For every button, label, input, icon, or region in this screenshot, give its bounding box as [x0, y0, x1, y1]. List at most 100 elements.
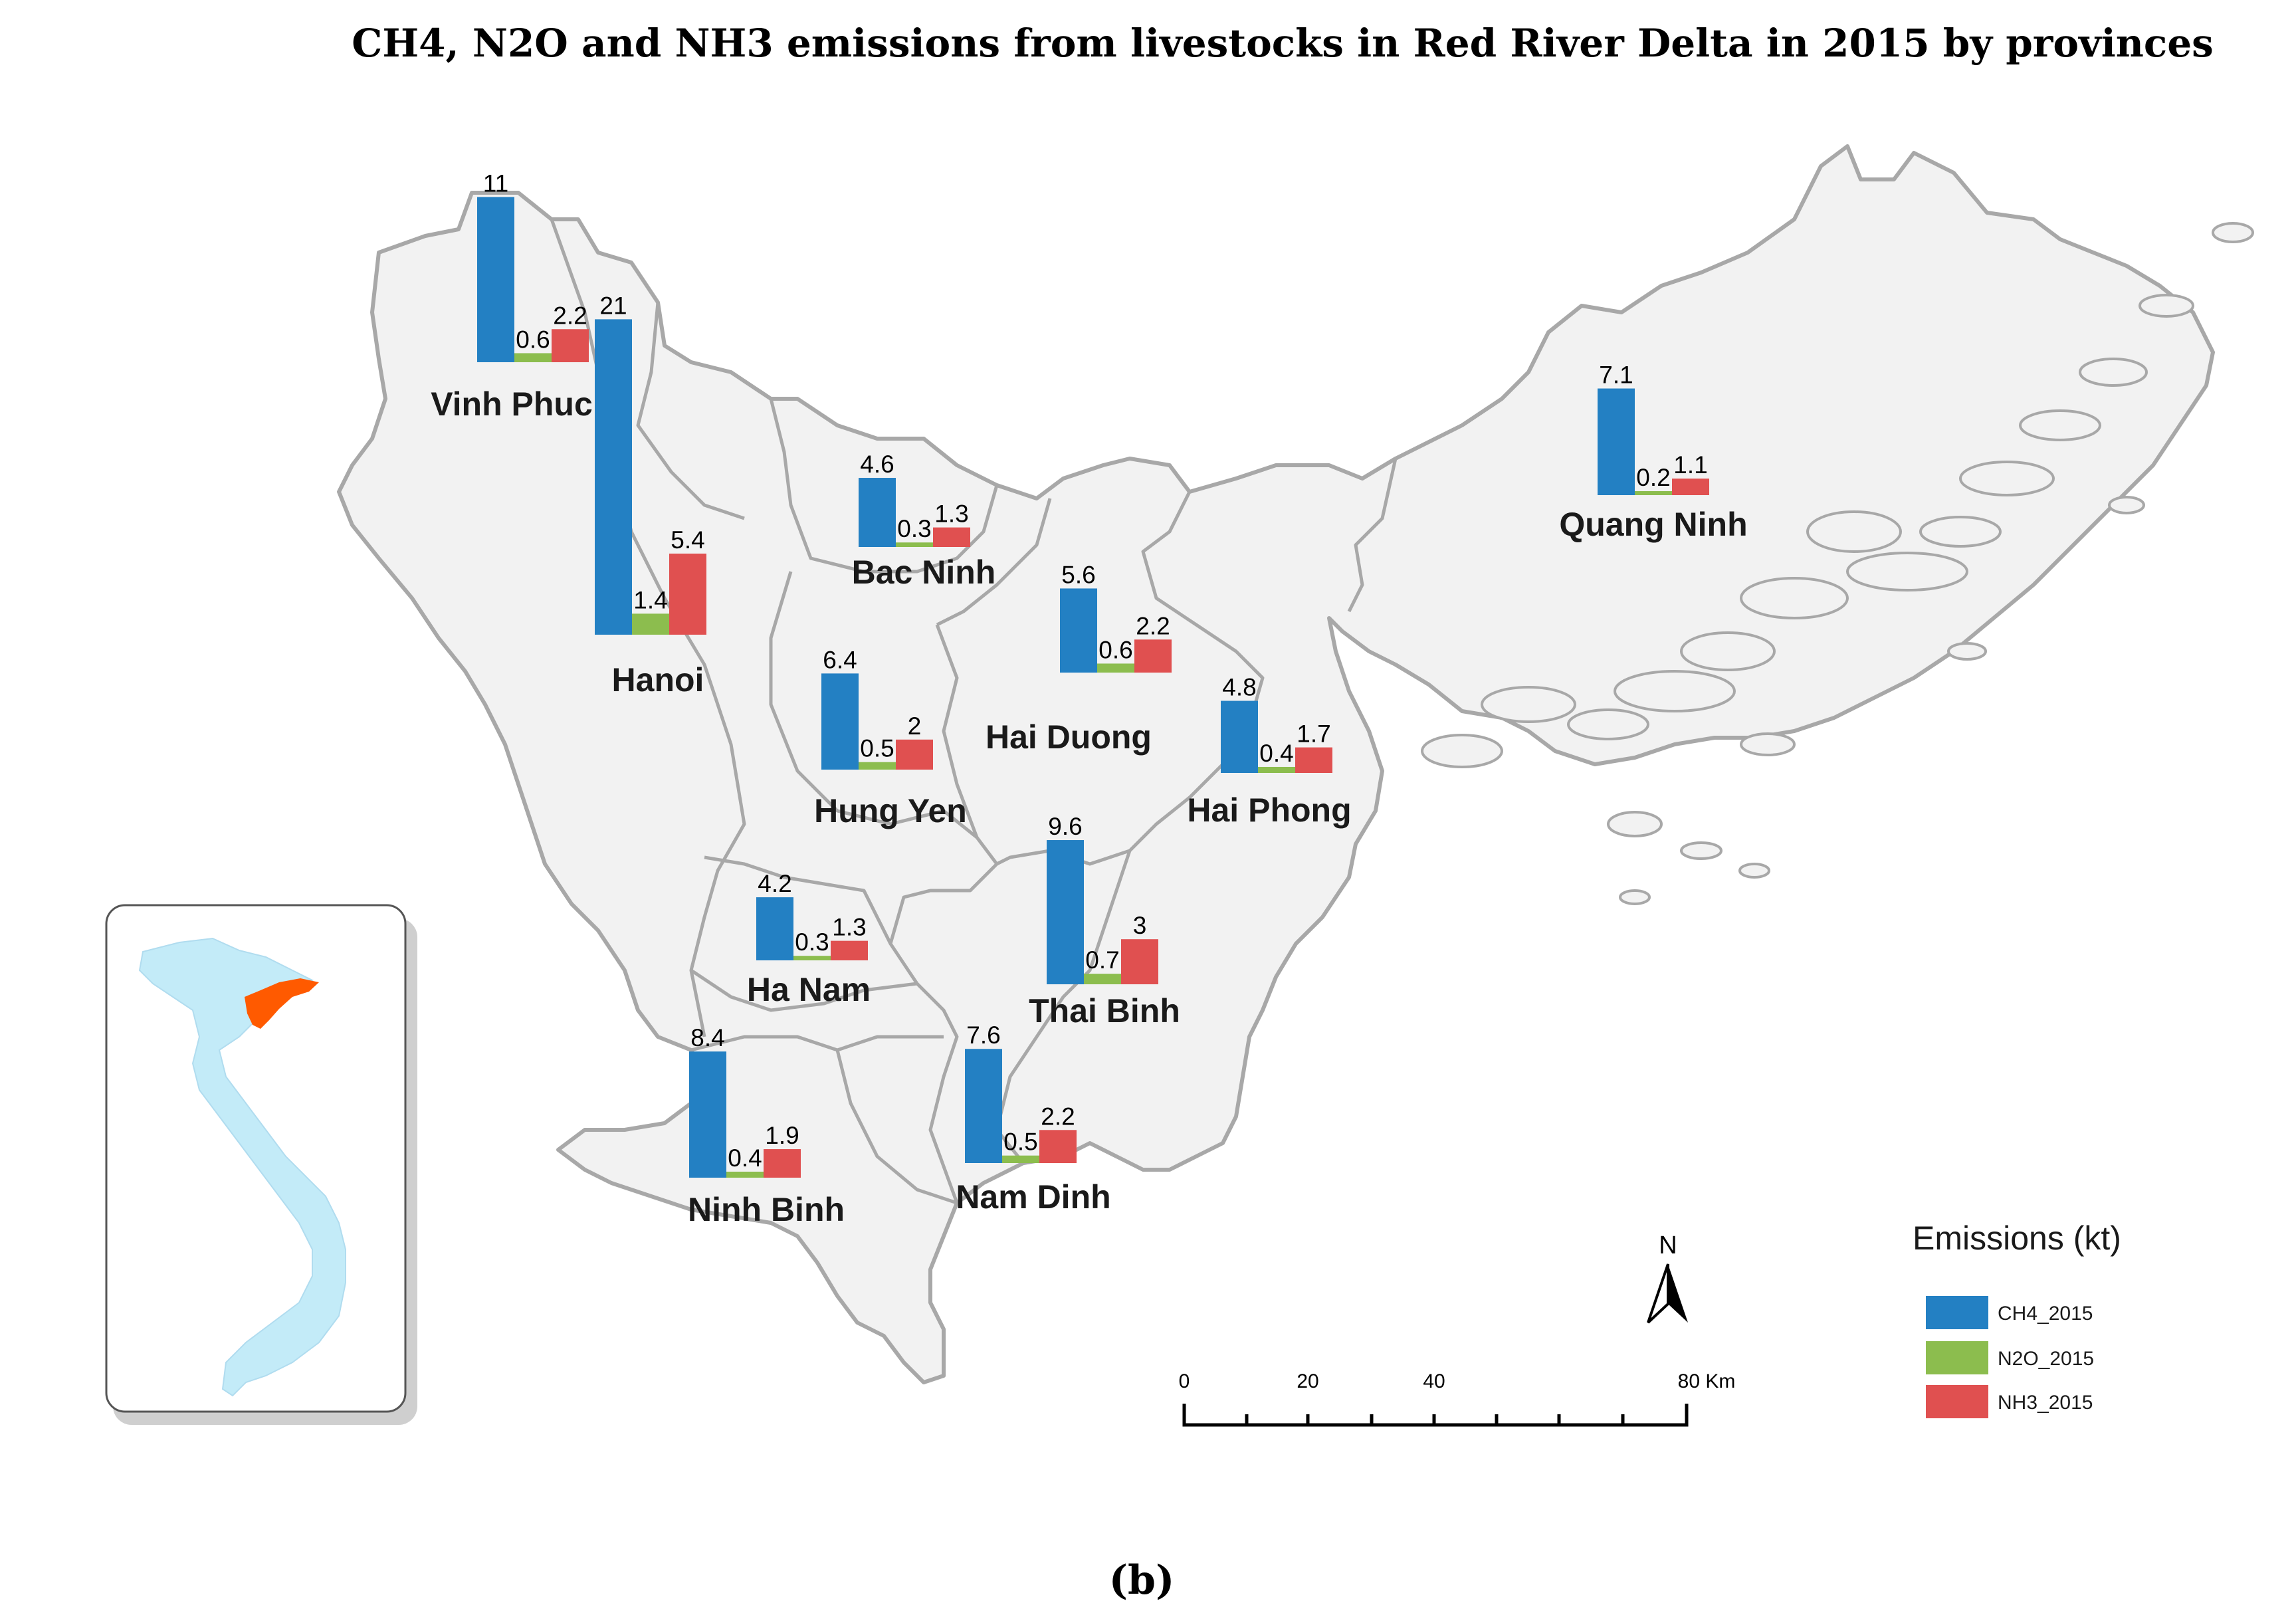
- legend-label-n2o: N2O_2015: [1998, 1348, 2094, 1370]
- province-label-hanoi: Hanoi: [612, 661, 704, 698]
- legend: Emissions (kt) CH4_2015 N2O_2015 NH3_201…: [1913, 1220, 2121, 1418]
- bar-quang-ninh-nh3_2015: [1672, 479, 1709, 495]
- bar-bac-ninh-ch4_2015: [859, 478, 896, 547]
- value-label-ha-nam-n2o_2015: 0.3: [795, 928, 829, 956]
- bar-hanoi-n2o_2015: [632, 613, 669, 635]
- island: [2108, 496, 2145, 514]
- bar-ha-nam-n2o_2015: [793, 956, 831, 960]
- legend-label-nh3: NH3_2015: [1998, 1392, 2093, 1414]
- value-label-ha-nam-ch4_2015: 4.2: [758, 870, 791, 897]
- value-label-hanoi-nh3_2015: 5.4: [671, 526, 704, 554]
- island: [1738, 863, 1770, 879]
- province-border: [690, 968, 918, 1012]
- island: [1481, 686, 1576, 723]
- island: [1607, 811, 1663, 837]
- scale-label-20: 20: [1297, 1370, 1318, 1392]
- island: [1740, 732, 1796, 756]
- value-label-hai-phong-nh3_2015: 1.7: [1297, 720, 1330, 748]
- value-label-hai-phong-n2o_2015: 0.4: [1259, 740, 1293, 767]
- province-label-hung-yen: Hung Yen: [814, 792, 967, 829]
- bar-bac-ninh-nh3_2015: [933, 527, 970, 547]
- province-border: [936, 498, 1052, 627]
- value-label-thai-binh-ch4_2015: 9.6: [1048, 813, 1082, 840]
- figure-title: CH4, N2O and NH3 emissions from livestoc…: [352, 21, 2214, 66]
- north-label: N: [1659, 1232, 1677, 1259]
- province-label-nam-dinh: Nam Dinh: [956, 1178, 1110, 1216]
- island: [1919, 516, 2002, 548]
- value-label-hung-yen-n2o_2015: 0.5: [860, 735, 894, 762]
- province-label-thai-binh: Thai Binh: [1029, 992, 1180, 1029]
- bar-vinh-phuc-n2o_2015: [514, 353, 552, 362]
- legend-swatch-ch4: [1926, 1296, 1988, 1329]
- value-label-ninh-binh-ch4_2015: 8.4: [690, 1024, 724, 1051]
- bar-ninh-binh-n2o_2015: [726, 1171, 764, 1178]
- value-label-vinh-phuc-n2o_2015: 0.6: [516, 326, 550, 353]
- province-label-hai-duong: Hai Duong: [986, 718, 1152, 756]
- north-arrow-right: [1668, 1264, 1688, 1323]
- scale-bar-line: [1182, 1404, 1689, 1427]
- value-label-hai-duong-nh3_2015: 2.2: [1136, 612, 1170, 639]
- bar-nam-dinh-n2o_2015: [1002, 1155, 1039, 1163]
- bar-hanoi-ch4_2015: [595, 319, 632, 635]
- value-label-hai-duong-n2o_2015: 0.6: [1098, 636, 1132, 663]
- scale-label-0: 0: [1179, 1370, 1190, 1392]
- island: [1680, 631, 1776, 671]
- bar-hai-duong-ch4_2015: [1060, 588, 1097, 673]
- island: [1947, 642, 1987, 661]
- legend-label-ch4: CH4_2015: [1998, 1303, 2093, 1325]
- bar-ninh-binh-nh3_2015: [764, 1149, 801, 1178]
- island: [1846, 552, 1968, 591]
- bar-hai-phong-nh3_2015: [1295, 747, 1332, 773]
- red-river-delta-basemap: [337, 144, 2254, 1384]
- bar-quang-ninh-n2o_2015: [1635, 491, 1672, 495]
- province-chart-quang-ninh: 7.1 0.2 1.1 Quang Ninh: [1559, 362, 1747, 543]
- north-arrow-left: [1647, 1263, 1669, 1324]
- province-chart-nam-dinh: 7.6 0.52.2 Nam Dinh: [956, 1021, 1110, 1216]
- value-label-quang-ninh-nh3_2015: 1.1: [1673, 451, 1707, 479]
- island: [2079, 358, 2148, 387]
- province-chart-bac-ninh: 4.6 0.31.3 Bac Ninh: [852, 451, 996, 591]
- province-border: [935, 624, 979, 838]
- scale-bar: 0 20 40 80 Km: [1179, 1370, 1735, 1427]
- value-label-thai-binh-nh3_2015: 3: [1133, 912, 1147, 939]
- value-label-vinh-phuc-nh3_2015: 2.2: [553, 302, 587, 329]
- province-chart-hanoi: 21 1.4 5.4 Hanoi: [595, 292, 706, 698]
- island: [1421, 734, 1503, 768]
- island: [1614, 670, 1736, 712]
- island: [1619, 889, 1651, 905]
- province-label-ninh-binh: Ninh Binh: [688, 1191, 845, 1228]
- value-label-hanoi-ch4_2015: 21: [599, 292, 627, 319]
- bar-nam-dinh-ch4_2015: [965, 1049, 1002, 1163]
- province-chart-hai-duong: 5.6 0.62.2 Hai Duong: [986, 561, 1172, 756]
- province-label-quang-ninh: Quang Ninh: [1559, 506, 1747, 543]
- value-label-thai-binh-n2o_2015: 0.7: [1085, 946, 1119, 974]
- province-label-ha-nam: Ha Nam: [747, 971, 871, 1008]
- bar-hung-yen-ch4_2015: [821, 673, 859, 770]
- bar-hai-phong-n2o_2015: [1258, 766, 1295, 773]
- province-border: [704, 855, 892, 945]
- province-chart-thai-binh: 9.6 0.7 3 Thai Binh: [1029, 813, 1180, 1029]
- province-border: [636, 302, 745, 520]
- value-label-bac-ninh-n2o_2015: 0.3: [897, 515, 931, 542]
- bar-ha-nam-ch4_2015: [756, 897, 793, 960]
- bar-quang-ninh-ch4_2015: [1598, 388, 1635, 495]
- bar-hai-phong-ch4_2015: [1221, 700, 1258, 773]
- bar-thai-binh-ch4_2015: [1047, 840, 1084, 984]
- bar-thai-binh-n2o_2015: [1084, 974, 1121, 984]
- legend-swatch-nh3: [1926, 1385, 1988, 1418]
- island: [1740, 577, 1849, 619]
- value-label-hanoi-n2o_2015: 1.4: [633, 586, 667, 613]
- scale-label-40: 40: [1423, 1370, 1445, 1392]
- bar-thai-binh-nh3_2015: [1121, 939, 1158, 984]
- bar-bac-ninh-n2o_2015: [896, 542, 933, 547]
- north-arrow: N: [1647, 1232, 1688, 1324]
- figure-caption: (b): [1109, 1557, 1175, 1604]
- province-border: [769, 571, 998, 865]
- island: [1959, 461, 2055, 496]
- value-label-bac-ninh-ch4_2015: 4.6: [860, 451, 894, 478]
- island: [2212, 222, 2254, 243]
- bar-ninh-binh-ch4_2015: [689, 1051, 726, 1178]
- province-label-vinh-phuc: Vinh Phuc: [431, 385, 593, 423]
